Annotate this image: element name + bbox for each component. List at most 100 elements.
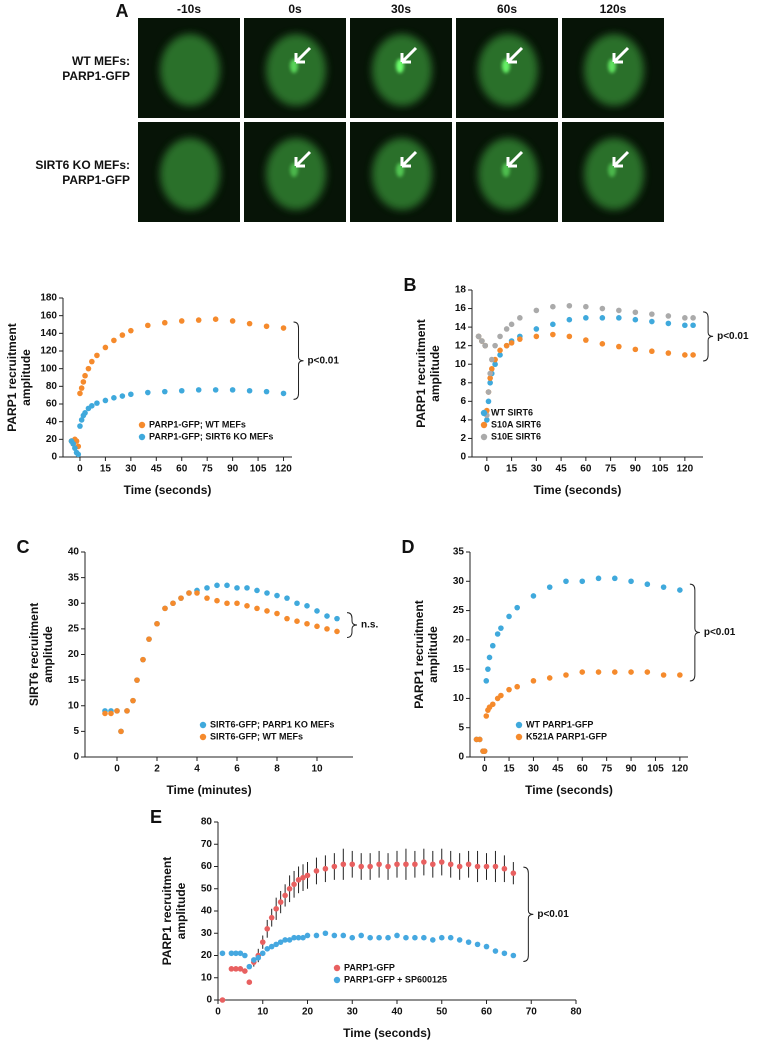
point: [690, 315, 696, 321]
point: [119, 393, 126, 399]
point: [268, 914, 275, 921]
point: [294, 618, 300, 624]
point: [233, 950, 239, 957]
point: [282, 892, 288, 899]
point: [85, 365, 92, 372]
y-tick-label: 30: [68, 598, 80, 609]
y-tick-label: 6: [460, 396, 466, 407]
x-tick-label: 0: [77, 464, 83, 475]
point: [274, 610, 280, 617]
time-label: 0s: [288, 2, 302, 16]
y-tick-label: 10: [201, 972, 213, 983]
x-tick-label: 20: [302, 1007, 314, 1018]
point: [204, 595, 210, 601]
point: [111, 337, 117, 344]
point: [300, 934, 306, 941]
x-tick-label: 105: [250, 464, 267, 475]
panel-letter: C: [17, 537, 30, 557]
point: [394, 932, 400, 939]
y-tick-label: 40: [201, 906, 213, 917]
point: [322, 865, 329, 872]
point: [264, 926, 271, 932]
point: [264, 608, 270, 614]
y-tick-label: 20: [68, 649, 80, 660]
point: [632, 316, 639, 323]
micrograph: [456, 18, 558, 118]
point: [70, 440, 76, 447]
point: [349, 934, 356, 941]
row-label: PARP1-GFP: [62, 173, 130, 187]
x-tick-label: 4: [194, 764, 200, 775]
series: [475, 331, 696, 414]
point: [204, 585, 210, 591]
point: [506, 686, 512, 693]
y-axis-title: amplitude: [174, 882, 188, 939]
y-tick-label: 80: [46, 381, 58, 392]
micrograph: [138, 18, 240, 118]
point: [403, 934, 409, 941]
micrograph: [350, 18, 452, 118]
legend-label: SIRT6-GFP; PARP1 KO MEFs: [210, 719, 334, 729]
legend-label: WT PARP1-GFP: [526, 719, 593, 729]
point: [489, 701, 496, 708]
point: [219, 950, 226, 957]
y-tick-label: 30: [453, 576, 465, 587]
point: [690, 322, 696, 329]
point: [102, 397, 109, 404]
annotation: p<0.01: [717, 331, 749, 342]
y-tick-label: 30: [201, 928, 213, 939]
point: [644, 581, 651, 588]
point: [430, 937, 436, 943]
point: [331, 932, 338, 939]
y-tick-label: 60: [201, 861, 213, 872]
point: [130, 697, 136, 704]
legend-swatch: [138, 433, 146, 441]
legend-swatch: [333, 976, 341, 984]
point: [146, 636, 152, 642]
point: [108, 710, 114, 717]
point: [212, 387, 219, 393]
x-tick-label: 0: [484, 464, 490, 475]
y-tick-label: 140: [40, 328, 57, 339]
point: [234, 600, 240, 607]
y-tick-label: 10: [453, 693, 465, 704]
micrograph: [562, 122, 664, 222]
point: [483, 863, 490, 870]
point: [242, 952, 248, 959]
y-tick-label: 0: [458, 752, 464, 763]
x-tick-label: 50: [436, 1007, 448, 1018]
y-tick-label: 5: [458, 722, 464, 733]
point: [487, 375, 493, 381]
arrow: [506, 150, 524, 168]
x-tick-label: 45: [151, 464, 163, 475]
point: [508, 340, 515, 346]
point: [566, 333, 573, 340]
point: [161, 388, 168, 395]
point: [94, 352, 100, 359]
point: [274, 592, 280, 599]
point: [385, 934, 391, 941]
point: [385, 863, 391, 870]
row-label: WT MEFs:: [72, 54, 130, 68]
point: [483, 678, 490, 684]
point: [484, 417, 490, 423]
point: [161, 319, 168, 326]
point: [533, 333, 540, 340]
x-tick-label: 40: [391, 1007, 403, 1018]
point: [228, 950, 235, 957]
point: [476, 736, 483, 743]
nucleus: [160, 34, 220, 106]
point: [313, 868, 320, 874]
point: [474, 863, 481, 870]
point: [465, 939, 472, 945]
point: [89, 358, 95, 365]
legend-swatch: [480, 433, 488, 441]
point: [475, 333, 482, 340]
point: [550, 331, 556, 338]
x-tick-label: 30: [125, 464, 137, 475]
point: [665, 313, 672, 319]
point: [246, 979, 253, 985]
point: [277, 939, 284, 945]
point: [145, 389, 151, 396]
